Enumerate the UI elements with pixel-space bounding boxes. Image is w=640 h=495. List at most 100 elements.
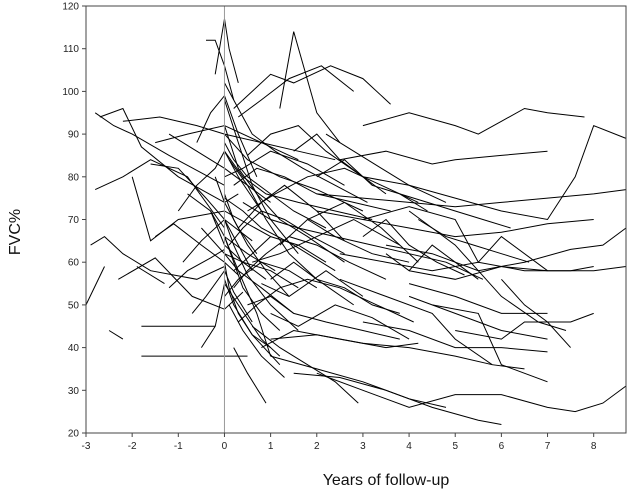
subject-line-46	[339, 150, 548, 165]
y-tick-label: 60	[68, 258, 80, 269]
subject-line-44	[316, 206, 548, 272]
x-tick-label: 6	[499, 441, 505, 452]
subject-line-28	[233, 347, 267, 404]
y-tick-label: 40	[68, 343, 80, 354]
subject-line-42	[293, 372, 502, 425]
subject-line-95	[237, 278, 414, 323]
subject-line-71	[233, 167, 391, 212]
subject-line-7	[118, 257, 244, 310]
subject-line-9	[136, 266, 165, 285]
subject-line-31	[233, 65, 391, 109]
subject-line-76	[214, 176, 258, 254]
x-tick-label: 1	[268, 441, 274, 452]
subject-line-94	[233, 236, 387, 289]
x-tick-label: -2	[128, 441, 137, 452]
subject-line-54	[432, 304, 548, 383]
subject-line-92	[224, 82, 368, 203]
subject-line-37	[261, 270, 364, 297]
subject-line-72	[242, 201, 410, 263]
subject-line-85	[385, 244, 479, 280]
subject-line-63	[362, 218, 465, 276]
subject-line-19	[214, 18, 239, 84]
subject-line-68	[224, 99, 299, 255]
subject-line-56	[362, 321, 548, 353]
subject-line-14	[168, 248, 225, 289]
y-tick-label: 70	[68, 215, 80, 226]
subject-line-73	[233, 236, 327, 272]
subject-line-50	[385, 227, 627, 272]
x-tick-label: 3	[360, 441, 366, 452]
subject-line-47	[362, 124, 627, 221]
subject-line-2	[90, 235, 225, 280]
subject-line-57	[339, 278, 525, 370]
subject-line-58	[408, 295, 548, 340]
y-tick-label: 120	[62, 2, 79, 13]
x-tick-label: -1	[174, 441, 183, 452]
subject-line-12	[150, 163, 253, 242]
subject-line-93	[228, 210, 345, 255]
x-tick-label: 8	[591, 441, 597, 452]
subject-line-66	[237, 184, 345, 242]
x-axis-title: Years of follow-up	[323, 472, 450, 489]
subject-line-29	[224, 197, 336, 272]
x-tick-label: 2	[314, 441, 320, 452]
subject-line-87	[418, 219, 530, 263]
x-tick-label: 5	[452, 441, 458, 452]
subject-line-62	[408, 210, 479, 272]
x-tick-label: 4	[406, 441, 412, 452]
subject-line-8	[131, 176, 271, 242]
x-tick-label: 0	[222, 441, 228, 452]
subject-line-51	[339, 253, 594, 272]
subject-line-64	[307, 219, 484, 280]
subject-line-88	[224, 193, 290, 297]
subject-line-70	[224, 150, 373, 220]
y-tick-label: 80	[68, 172, 80, 183]
y-axis-title: FVC%	[7, 209, 24, 255]
subject-line-75	[210, 210, 267, 280]
subject-line-30	[224, 133, 364, 212]
subject-line-49	[362, 219, 594, 238]
subject-line-84	[247, 295, 400, 340]
subject-line-39	[251, 325, 359, 404]
subject-line-89	[224, 236, 281, 331]
subject-line-23	[224, 253, 295, 314]
subject-line-60	[501, 278, 571, 348]
subject-line-24	[224, 219, 299, 331]
subject-line-34	[247, 125, 364, 178]
subject-line-48	[316, 189, 627, 208]
subject-line-52	[409, 265, 627, 280]
subject-line-32	[238, 65, 355, 118]
subject-line-6	[108, 330, 124, 340]
subject-line-53	[408, 283, 548, 314]
subject-line-1	[85, 266, 105, 306]
subject-line-43	[316, 372, 627, 413]
subject-line-18	[206, 39, 235, 101]
subject-line-27	[228, 304, 285, 378]
subject-line-69	[224, 125, 345, 263]
subject-line-91	[224, 142, 327, 229]
y-tick-label: 90	[68, 130, 80, 141]
subject-line-83	[270, 261, 400, 314]
x-tick-label: -3	[82, 441, 91, 452]
y-tick-label: 20	[68, 429, 80, 440]
subject-line-82	[325, 133, 447, 203]
y-tick-label: 110	[63, 44, 79, 55]
subject-line-96	[201, 227, 299, 289]
subject-line-3	[94, 112, 225, 186]
series-lines	[85, 18, 627, 425]
y-tick-label: 30	[68, 386, 80, 397]
subject-line-61	[270, 334, 493, 366]
y-tick-label: 100	[62, 87, 79, 98]
subject-line-35	[247, 167, 419, 212]
subject-line-33	[279, 31, 341, 143]
subject-line-81	[316, 159, 428, 212]
subject-line-41	[270, 355, 447, 408]
subject-line-59	[477, 270, 567, 331]
subject-line-38	[270, 304, 410, 340]
subject-line-45	[362, 107, 585, 135]
y-axis-ticks: 20 30 40 50 60 70 80 90 100 110 120	[62, 2, 86, 440]
subject-line-5	[94, 159, 225, 229]
subject-line-86	[399, 193, 511, 229]
x-axis-ticks: -3 -2 -1 0 1 2 3 4 5 6 7 8	[82, 433, 597, 452]
